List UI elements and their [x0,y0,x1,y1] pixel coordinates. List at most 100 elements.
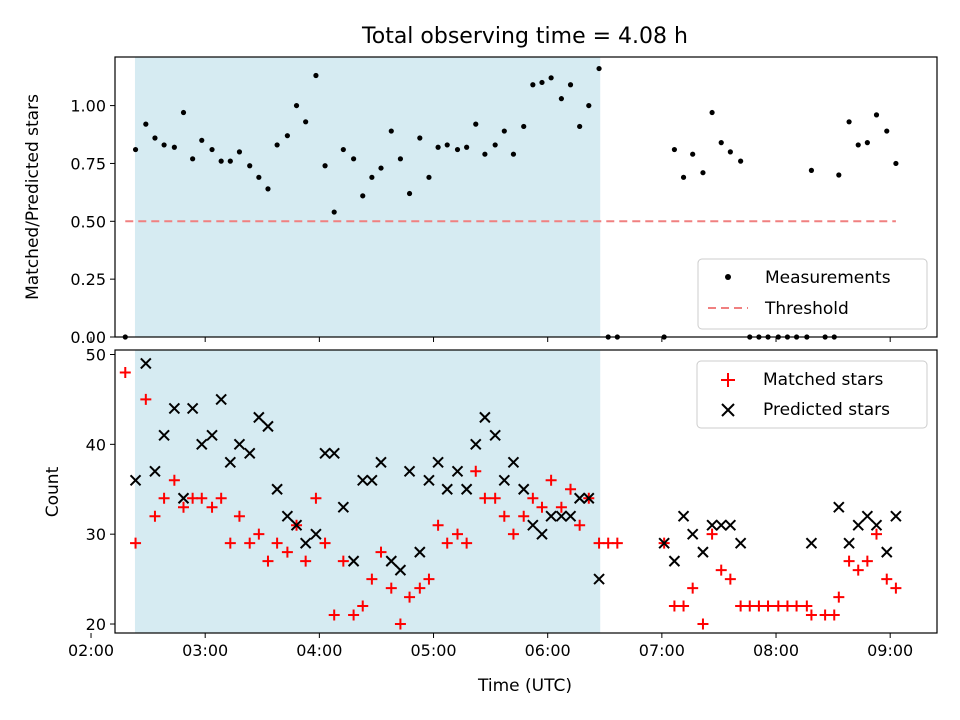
predicted-stars-point-18 [299,537,312,549]
bottom-y-tick-label-0: 20 [86,615,106,634]
predicted-stars-point-54 [697,546,709,558]
measurements-point-10 [218,158,224,164]
measurements-point-11 [227,158,233,164]
predicted-stars-point-21 [328,447,340,460]
matched-stars-point-60 [724,573,736,585]
predicted-stars-point-29 [403,465,416,477]
measurements-point-17 [284,133,290,139]
matched-stars-point-1 [130,537,142,549]
predicted-stars-point-14 [262,420,274,433]
predicted-stars-point-31 [423,474,435,486]
measurements-point-1 [132,146,139,153]
matched-stars-point-42 [518,510,530,522]
matched-stars-point-5 [168,474,180,486]
predicted-stars-point-35 [460,483,473,495]
matched-stars-point-30 [404,591,416,603]
bottom-y-axis-label: Count [43,466,63,517]
measurements-point-37 [473,121,479,127]
matched-stars-point-10 [215,492,227,504]
measurements-point-77 [884,128,890,134]
measurements-point-58 [709,109,715,116]
top-y-tick-label-1: 0.25 [70,270,106,289]
measurements-point-28 [388,128,394,134]
matched-stars-point-39 [489,492,501,504]
bottom-x-tick-label-0: 02:00 [68,641,114,660]
matched-stars-point-38 [479,492,491,504]
measurements-point-44 [539,79,545,86]
predicted-stars-point-63 [861,510,874,522]
predicted-stars-point-62 [852,519,864,531]
top-x-ticks [90,337,891,342]
predicted-stars-point-10 [224,456,237,469]
predicted-stars-point-27 [385,555,397,567]
predicted-stars-point-36 [470,438,482,451]
predicted-stars-point-42 [527,519,539,531]
top-legend-box [697,258,928,330]
predicted-stars-point-60 [833,501,845,513]
top-y-tick-label-3: 0.75 [70,154,106,173]
matched-stars-point-23 [337,555,349,567]
predicted-stars-point-2 [149,465,161,477]
bottom-shaded-region [134,350,601,633]
predicted-stars-point-65 [881,546,893,558]
bottom-x-tick-label-4: 06:00 [525,641,571,660]
measurements-point-5 [171,144,177,150]
predicted-stars-point-13 [253,411,265,424]
predicted-stars-point-15 [271,483,283,495]
matched-stars-point-32 [423,573,435,585]
matched-stars-point-55 [678,600,690,612]
measurements-point-74 [855,142,861,148]
measurements-point-59 [718,140,724,146]
bottom-legend-box [696,360,928,429]
measurements-point-75 [864,140,870,146]
predicted-stars-point-44 [545,510,557,522]
legend-predicted-label: Predicted stars [763,400,890,420]
measurements-point-43 [530,82,536,88]
matched-stars-point-13 [244,537,256,549]
matched-stars-point-28 [385,582,397,594]
bottom-x-tick-label-7: 09:00 [867,641,913,660]
predicted-stars-point-58 [734,537,747,549]
matched-stars-point-35 [452,528,463,540]
top-plot-frame [114,56,938,338]
legend-matched-label: Matched stars [763,370,883,390]
matched-stars-point-26 [366,573,378,585]
measurements-point-47 [567,82,574,88]
bottom-x-axis-label: Time (UTC) [477,676,572,696]
top-legend: Measurements Threshold [697,258,928,330]
matched-stars-point-48 [574,519,586,531]
matched-stars-point-22 [328,609,340,621]
matched-stars-point-11 [224,537,236,549]
measurements-point-34 [444,142,450,148]
measurements-point-39 [492,142,498,148]
matched-stars-point-19 [300,555,312,567]
measurements-point-2 [143,121,149,127]
matched-stars-point-52 [611,537,623,549]
matched-stars-point-64 [762,600,774,612]
matched-stars-point-74 [852,564,864,576]
predicted-stars-point-50 [658,537,670,549]
measurements-point-49 [586,102,592,109]
measurements-point-72 [836,172,842,178]
matched-stars-point-14 [253,528,265,540]
measurements-point-61 [738,158,744,164]
measurements-point-56 [690,151,696,157]
predicted-stars-point-5 [177,492,190,504]
predicted-stars-point-16 [281,510,294,522]
matched-stars-point-72 [833,591,845,603]
measurements-point-21 [322,163,328,169]
measurements-point-15 [265,186,271,192]
matched-stars-point-3 [149,510,161,522]
top-marks [122,65,899,340]
predicted-stars-point-38 [489,429,501,442]
matched-stars-point-69 [805,609,817,621]
predicted-stars-point-12 [244,447,256,460]
matched-stars-point-75 [861,555,873,567]
matched-stars-point-29 [394,618,406,630]
predicted-stars-point-22 [337,501,350,513]
matched-stars-point-6 [178,501,189,513]
matched-stars-point-33 [432,519,444,531]
predicted-stars-point-51 [668,555,681,567]
measurements-point-33 [435,144,441,150]
